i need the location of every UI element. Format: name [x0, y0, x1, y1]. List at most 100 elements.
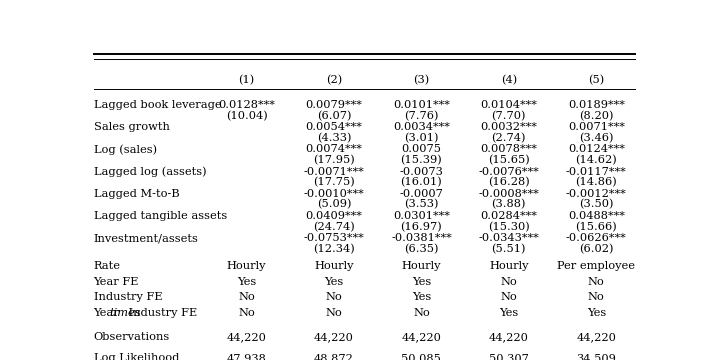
Text: Yes: Yes [412, 276, 431, 287]
Text: 0.0409***: 0.0409*** [305, 211, 362, 221]
Text: (17.95): (17.95) [313, 155, 355, 165]
Text: (12.34): (12.34) [313, 244, 355, 254]
Text: 0.0284***: 0.0284*** [480, 211, 537, 221]
Text: -0.0071***: -0.0071*** [304, 167, 364, 176]
Text: -0.0007: -0.0007 [400, 189, 443, 199]
Text: 44,220: 44,220 [314, 332, 354, 342]
Text: -0.0343***: -0.0343*** [479, 233, 539, 243]
Text: Observations: Observations [94, 332, 170, 342]
Text: (7.70): (7.70) [491, 111, 526, 121]
Text: (3.01): (3.01) [404, 133, 439, 143]
Text: 44,220: 44,220 [489, 332, 529, 342]
Text: Yes: Yes [587, 308, 606, 318]
Text: -0.0012***: -0.0012*** [566, 189, 627, 199]
Text: times: times [109, 308, 141, 318]
Text: 0.0034***: 0.0034*** [393, 122, 450, 132]
Text: (6.07): (6.07) [317, 111, 351, 121]
Text: -0.0076***: -0.0076*** [479, 167, 539, 176]
Text: (7.76): (7.76) [404, 111, 439, 121]
Text: -0.0010***: -0.0010*** [304, 189, 364, 199]
Text: 0.0104***: 0.0104*** [480, 100, 537, 110]
Text: 0.0301***: 0.0301*** [393, 211, 450, 221]
Text: Yes: Yes [237, 276, 256, 287]
Text: Yes: Yes [412, 292, 431, 302]
Text: (3.50): (3.50) [579, 199, 613, 210]
Text: Yes: Yes [324, 276, 343, 287]
Text: Log (sales): Log (sales) [94, 144, 157, 155]
Text: Yes: Yes [499, 308, 518, 318]
Text: (16.97): (16.97) [400, 221, 442, 232]
Text: Lagged M-to-B: Lagged M-to-B [94, 189, 179, 199]
Text: (16.01): (16.01) [400, 177, 442, 188]
Text: -0.0008***: -0.0008*** [479, 189, 539, 199]
Text: -0.0753***: -0.0753*** [304, 233, 364, 243]
Text: (3.46): (3.46) [579, 133, 613, 143]
Text: (3.88): (3.88) [491, 199, 526, 210]
Text: Lagged log (assets): Lagged log (assets) [94, 167, 207, 177]
Text: (5.09): (5.09) [317, 199, 351, 210]
Text: No: No [501, 292, 517, 302]
Text: No: No [326, 292, 343, 302]
Text: 48,872: 48,872 [314, 353, 354, 360]
Text: (5): (5) [588, 75, 604, 85]
Text: Industry FE: Industry FE [125, 308, 197, 318]
Text: -0.0626***: -0.0626*** [566, 233, 627, 243]
Text: (15.66): (15.66) [575, 221, 617, 232]
Text: -0.0073: -0.0073 [400, 167, 443, 176]
Text: (6.35): (6.35) [404, 244, 439, 254]
Text: (15.30): (15.30) [488, 221, 529, 232]
Text: Lagged tangible assets: Lagged tangible assets [94, 211, 227, 221]
Text: (6.02): (6.02) [579, 244, 613, 254]
Text: 0.0032***: 0.0032*** [480, 122, 537, 132]
Text: (15.39): (15.39) [400, 155, 442, 165]
Text: 0.0078***: 0.0078*** [480, 144, 537, 154]
Text: No: No [588, 292, 605, 302]
Text: No: No [501, 276, 517, 287]
Text: 50,307: 50,307 [489, 353, 529, 360]
Text: 50,085: 50,085 [401, 353, 441, 360]
Text: 0.0074***: 0.0074*** [305, 144, 362, 154]
Text: No: No [413, 308, 430, 318]
Text: (16.28): (16.28) [488, 177, 529, 188]
Text: (17.75): (17.75) [313, 177, 355, 188]
Text: (14.86): (14.86) [575, 177, 617, 188]
Text: (24.74): (24.74) [313, 221, 355, 232]
Text: Industry FE: Industry FE [94, 292, 162, 302]
Text: 44,220: 44,220 [401, 332, 441, 342]
Text: No: No [238, 292, 255, 302]
Text: Year: Year [94, 308, 123, 318]
Text: Hourly: Hourly [314, 261, 354, 271]
Text: Hourly: Hourly [489, 261, 529, 271]
Text: No: No [326, 308, 343, 318]
Text: (10.04): (10.04) [226, 111, 267, 121]
Text: Investment/assets: Investment/assets [94, 233, 199, 243]
Text: (14.62): (14.62) [575, 155, 617, 165]
Text: (15.65): (15.65) [488, 155, 529, 165]
Text: 0.0101***: 0.0101*** [393, 100, 450, 110]
Text: Rate: Rate [94, 261, 121, 271]
Text: Sales growth: Sales growth [94, 122, 169, 132]
Text: 0.0075: 0.0075 [401, 144, 441, 154]
Text: -0.0117***: -0.0117*** [566, 167, 627, 176]
Text: (2.74): (2.74) [491, 133, 526, 143]
Text: -0.0381***: -0.0381*** [391, 233, 452, 243]
Text: Lagged book leverage: Lagged book leverage [94, 100, 221, 110]
Text: (3.53): (3.53) [404, 199, 439, 210]
Text: 0.0054***: 0.0054*** [305, 122, 362, 132]
Text: (4.33): (4.33) [317, 133, 351, 143]
Text: Per employee: Per employee [557, 261, 635, 271]
Text: 0.0128***: 0.0128*** [218, 100, 275, 110]
Text: 0.0488***: 0.0488*** [568, 211, 625, 221]
Text: 0.0124***: 0.0124*** [568, 144, 625, 154]
Text: 44,220: 44,220 [576, 332, 616, 342]
Text: 44,220: 44,220 [226, 332, 266, 342]
Text: 47,938: 47,938 [226, 353, 266, 360]
Text: 0.0071***: 0.0071*** [568, 122, 625, 132]
Text: Hourly: Hourly [227, 261, 266, 271]
Text: (4): (4) [501, 75, 517, 85]
Text: No: No [238, 308, 255, 318]
Text: 34,509: 34,509 [576, 353, 616, 360]
Text: Hourly: Hourly [402, 261, 441, 271]
Text: (3): (3) [413, 75, 429, 85]
Text: Log Likelihood: Log Likelihood [94, 353, 179, 360]
